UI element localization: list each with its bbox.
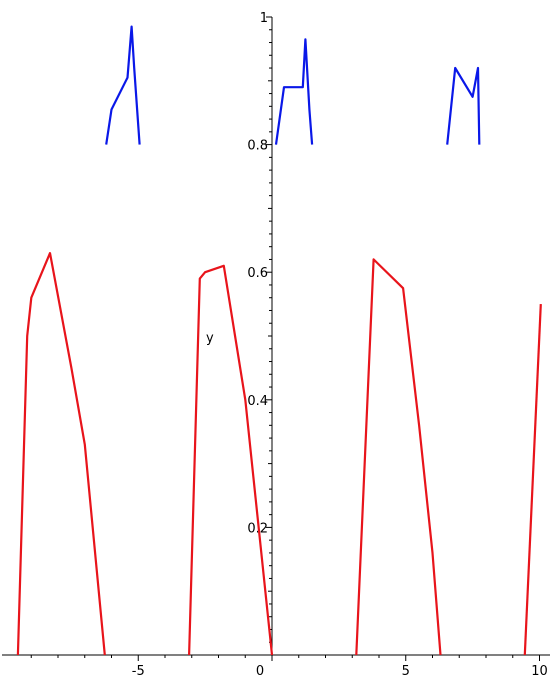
series-1-line (355, 258, 442, 656)
series-1-line (523, 304, 542, 656)
ticks: -5 0 5 10 0.2 0.4 0.6 0.8 1 (30, 11, 548, 679)
series-2-line (274, 38, 314, 145)
x-tick-label: 0 (256, 664, 264, 679)
series-1-line (188, 264, 274, 656)
series-1-line (16, 252, 106, 656)
y-axis-label: y (206, 331, 214, 346)
x-tick-label: -5 (132, 664, 145, 679)
y-tick-label: 0.4 (247, 394, 268, 409)
y-tick-label: 1 (260, 11, 268, 26)
y-tick-label: 0.8 (247, 139, 268, 154)
y-tick-label: 0.2 (247, 521, 268, 536)
series (16, 25, 542, 656)
series-2-line (105, 25, 141, 145)
y-tick-label: 0.6 (247, 266, 268, 281)
series-2-line (446, 66, 481, 145)
x-tick-label: 10 (531, 664, 548, 679)
axes (2, 17, 550, 656)
x-tick-label: 5 (402, 664, 410, 679)
